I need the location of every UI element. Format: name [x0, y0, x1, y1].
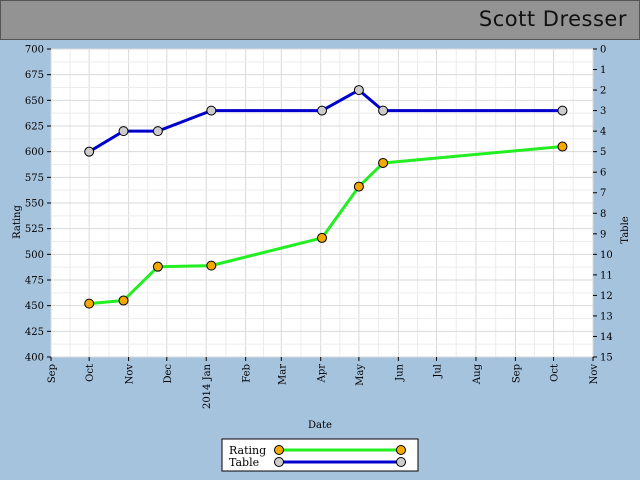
- y-tick-label: 550: [25, 199, 44, 210]
- y-tick-label: 600: [25, 147, 44, 158]
- y2-tick-label: 1: [600, 65, 606, 76]
- y2-tick-label: 3: [600, 106, 606, 117]
- data-point-table: [84, 146, 95, 157]
- data-point-table: [353, 85, 364, 96]
- legend-label-rating: Rating: [229, 444, 266, 457]
- page-title: Scott Dresser: [478, 7, 627, 31]
- legend-box: [221, 438, 419, 472]
- y2-tick-label: 6: [600, 168, 606, 179]
- y2-tick-label: 10: [600, 250, 613, 261]
- x-tick-label: Nov: [125, 364, 136, 385]
- y-tick-label: 625: [25, 122, 44, 133]
- data-point-table: [206, 105, 217, 116]
- y-tick-label: 675: [25, 70, 44, 81]
- x-tick-label: Aug: [472, 363, 483, 385]
- y2-tick-label: 0: [600, 45, 606, 56]
- header-bar: Scott Dresser: [0, 0, 640, 40]
- y-tick-label: 700: [25, 45, 44, 56]
- x-tick-label: Oct: [85, 364, 96, 382]
- legend-marker-rating: [274, 445, 284, 455]
- y-axis-title: Rating: [12, 205, 23, 239]
- data-point-table: [378, 105, 389, 116]
- y2-tick-label: 14: [600, 332, 613, 343]
- x-tick-label: Apr: [317, 364, 328, 384]
- y-tick-label: 500: [25, 250, 44, 261]
- y-tick-label: 650: [25, 96, 44, 107]
- x-tick-label: May: [355, 364, 366, 386]
- data-point-rating: [317, 232, 327, 243]
- x-tick-label: 2014 Jan: [202, 363, 213, 409]
- y2-tick-label: 13: [600, 311, 613, 322]
- x-tick-label: Mar: [277, 364, 288, 385]
- data-point-rating: [378, 157, 389, 168]
- data-point-rating: [118, 295, 129, 306]
- y2-tick-label: 15: [600, 353, 613, 364]
- x-tick-label: Sep: [511, 364, 522, 383]
- axes: Sep Oct Nov Dec 2014 Jan Feb Mar Apr May Jun Jul Au…: [25, 45, 613, 410]
- legend-marker-table: [396, 457, 406, 467]
- y2-tick-label: 2: [600, 86, 606, 97]
- data-point-rating: [84, 298, 95, 309]
- x-tick-label: Dec: [163, 364, 174, 384]
- y2-tick-label: 11: [600, 270, 613, 281]
- y2-tick-label: 4: [600, 127, 606, 138]
- series-layer: [84, 85, 568, 309]
- y2-tick-label: 7: [600, 188, 606, 199]
- data-point-rating: [206, 260, 217, 271]
- x-tick-label: Jun: [394, 363, 405, 381]
- x-axis-title: Date: [308, 420, 332, 431]
- y2-tick-label: 5: [600, 147, 606, 158]
- y-tick-label: 525: [25, 224, 44, 235]
- y-tick-label: 475: [25, 276, 44, 287]
- y-tick-label: 450: [25, 301, 44, 312]
- data-point-rating: [353, 181, 364, 192]
- data-point-table: [557, 105, 568, 116]
- y2-axis-title: Table: [620, 216, 631, 243]
- series-line-rating: [89, 145, 563, 306]
- x-tick-label: Oct: [550, 364, 561, 382]
- y2-tick-label: 12: [600, 291, 613, 302]
- data-point-table: [152, 126, 163, 137]
- y2-tick-label: 8: [600, 209, 606, 220]
- data-point-rating: [557, 141, 568, 152]
- y-tick-label: 425: [25, 327, 44, 338]
- data-point-table: [118, 126, 129, 137]
- legend-marker-table: [274, 457, 284, 467]
- x-tick-label: Nov: [589, 364, 600, 385]
- legend-label-table: Table: [229, 456, 259, 469]
- x-tick-label: Sep: [47, 364, 58, 383]
- y-tick-label: 575: [25, 173, 44, 184]
- y2-tick-label: 9: [600, 229, 606, 240]
- series-line-table: [88, 88, 563, 153]
- x-tick-label: Feb: [242, 364, 253, 383]
- x-tick-label: Jul: [433, 364, 444, 379]
- legend-marker-rating: [396, 445, 406, 455]
- data-point-table: [317, 105, 327, 116]
- y-tick-label: 400: [25, 353, 44, 364]
- data-point-rating: [152, 261, 163, 272]
